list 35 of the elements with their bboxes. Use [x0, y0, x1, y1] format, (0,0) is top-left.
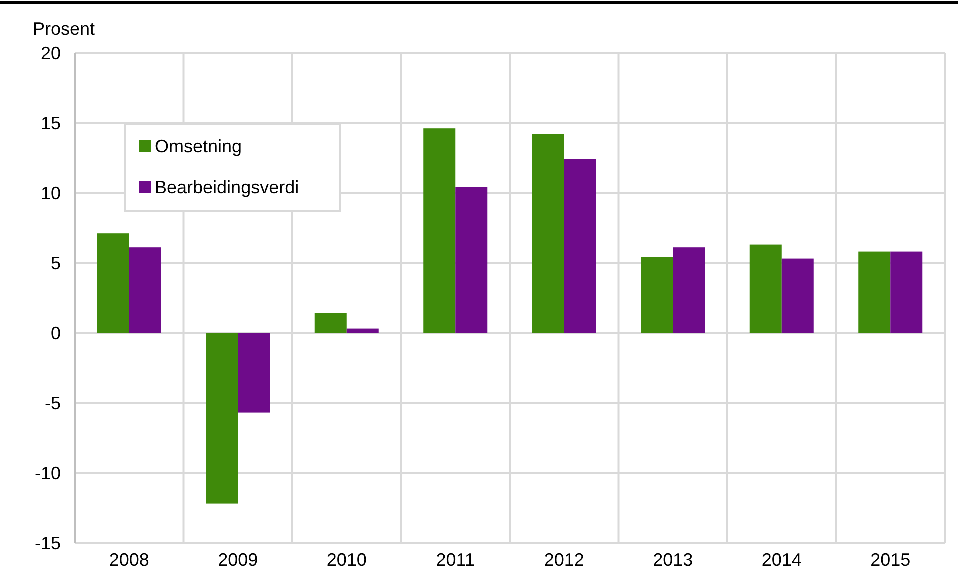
bar: [97, 234, 130, 333]
bar: [782, 258, 814, 333]
bar: [673, 248, 706, 333]
bar: [890, 252, 923, 333]
bar: [238, 333, 270, 413]
bar: [206, 333, 238, 504]
bar: [129, 248, 162, 333]
bar: [532, 134, 564, 333]
x-tick-label: 2015: [870, 550, 911, 570]
legend-label: Bearbeidingsverdi: [155, 177, 300, 198]
y-tick-label: 15: [40, 113, 61, 134]
bar: [456, 187, 488, 333]
y-axis-title: Prosent: [33, 19, 96, 39]
legend-label: Omsetning: [155, 136, 242, 156]
bar: [641, 257, 674, 333]
y-tick-label: 10: [40, 183, 61, 204]
x-tick-label: 2011: [436, 550, 475, 570]
y-tick-label: -10: [34, 463, 61, 484]
x-tick-label: 2012: [544, 550, 584, 570]
y-tick-label: -5: [44, 393, 61, 414]
bar: [564, 159, 596, 333]
x-tick-label: 2008: [109, 550, 150, 570]
x-tick-label: 2013: [653, 550, 694, 570]
x-tick-label: 2010: [326, 550, 367, 570]
bar: [314, 313, 347, 333]
x-tick-label: 2014: [762, 550, 802, 570]
bar: [346, 328, 379, 333]
x-tick-label: 2009: [218, 550, 258, 570]
bar: [858, 252, 891, 333]
y-tick-label: -15: [34, 533, 61, 554]
bar: [750, 244, 782, 333]
bar: [424, 128, 456, 333]
y-tick-label: 20: [40, 43, 61, 64]
y-tick-label: 0: [50, 323, 61, 344]
y-tick-label: 5: [50, 253, 61, 274]
